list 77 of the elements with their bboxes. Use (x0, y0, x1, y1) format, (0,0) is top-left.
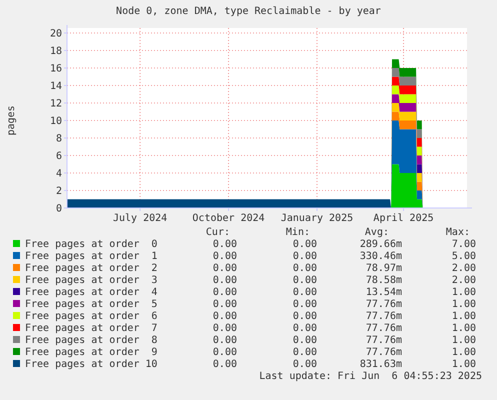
y-tick-label: 14 (50, 81, 62, 92)
text: 0.00 (292, 335, 317, 346)
text: 0.00 (212, 251, 237, 262)
text: 77.76m (366, 335, 402, 346)
text: 0.00 (212, 299, 237, 310)
text: 78.58m (366, 275, 402, 286)
text: 0.00 (212, 347, 237, 358)
text: 0.00 (292, 263, 317, 274)
text: 77.76m (366, 347, 402, 358)
text: Last update: Fri Jun 6 04:55:23 2025 (259, 371, 482, 382)
text: 0.00 (212, 275, 237, 286)
legend-label: Free pages at order 3 (25, 275, 158, 286)
text: 0.00 (212, 239, 237, 250)
text: 2.00 (452, 275, 476, 286)
text: 289.66m (360, 239, 402, 250)
legend-label: Free pages at order 8 (25, 335, 158, 346)
text: 5.00 (452, 251, 476, 262)
legend-label: Free pages at order 5 (25, 299, 158, 310)
text: 2.00 (452, 263, 476, 274)
text: 0.00 (292, 359, 317, 370)
text: 0.00 (212, 323, 237, 334)
text: 0.00 (212, 359, 237, 370)
y-tick-label: 18 (50, 46, 62, 57)
y-tick-label: 4 (56, 168, 62, 180)
text: 77.76m (366, 311, 402, 322)
text: 0.00 (212, 335, 237, 346)
text: 0.00 (212, 311, 237, 322)
text: 77.76m (366, 299, 402, 310)
text: 1.00 (452, 347, 476, 358)
y-tick-label: 6 (56, 151, 62, 162)
text: 78.97m (366, 263, 402, 274)
text: 0.00 (212, 263, 237, 274)
text: 0.00 (292, 299, 317, 310)
y-tick-label: 0 (56, 204, 62, 214)
text: 77.76m (366, 323, 402, 334)
chart-title: Node 0, zone DMA, type Reclaimable - by year (116, 6, 381, 17)
text: 13.54m (366, 287, 402, 298)
text: Min: (286, 227, 310, 238)
y-tick-label: 10 (50, 116, 62, 127)
text: 0.00 (212, 287, 237, 298)
text: Max: (446, 227, 470, 238)
x-tick-label: July 2024 (112, 213, 168, 224)
legend-label: Free pages at order 2 (25, 263, 158, 274)
y-tick-label: 12 (50, 98, 62, 110)
text: 1.00 (452, 359, 476, 370)
legend-label: Free pages at order 7 (25, 323, 158, 334)
y-tick-label: 16 (50, 64, 62, 74)
y-tick-label: 8 (56, 134, 62, 144)
text: 1.00 (452, 287, 476, 298)
text: Cur: (206, 227, 230, 238)
x-tick-label: January 2025 (280, 213, 354, 224)
text: 0.00 (292, 323, 317, 334)
y-tick-label: 2 (56, 186, 62, 197)
y-tick-label: 20 (50, 28, 62, 40)
legend-label: Free pages at order 10 (25, 359, 158, 370)
text: 1.00 (452, 311, 476, 322)
text: 7.00 (452, 239, 476, 250)
text: 1.00 (452, 335, 476, 346)
text: 0.00 (292, 275, 317, 286)
text: 0.00 (292, 239, 317, 250)
x-tick-label: April 2025 (373, 213, 434, 224)
legend-label: Free pages at order 9 (25, 347, 158, 358)
legend-label: Free pages at order 4 (25, 287, 158, 298)
text: 330.46m (360, 251, 402, 262)
y-axis-title: pages (6, 105, 17, 136)
text: 0.00 (292, 251, 317, 262)
text: 0.00 (292, 311, 317, 322)
text: 1.00 (452, 299, 476, 310)
legend-label: Free pages at order 1 (25, 251, 158, 262)
text: 831.63m (360, 359, 402, 370)
legend-label: Free pages at order 0 (25, 239, 158, 250)
text: 1.00 (452, 323, 476, 334)
text: Avg: (364, 227, 389, 238)
text: 0.00 (292, 347, 317, 358)
text: 0.00 (292, 287, 317, 298)
legend-label: Free pages at order 6 (25, 311, 158, 322)
x-tick-label: October 2024 (192, 213, 265, 224)
